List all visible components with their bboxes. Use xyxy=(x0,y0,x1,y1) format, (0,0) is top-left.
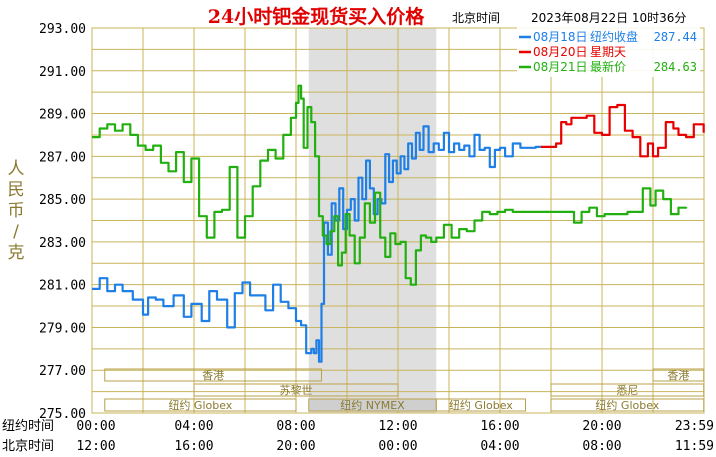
x-tick-label: 08:00 xyxy=(582,439,621,454)
y-label-char: 币 xyxy=(8,201,25,221)
y-tick-label: 287.00 xyxy=(39,150,86,165)
y-tick-label: 289.00 xyxy=(39,108,86,123)
x-tick-labels: 纽约时间 00:00 04:00 08:00 12:00 16:00 20:00 23:59 北… xyxy=(2,419,714,454)
session-bar xyxy=(550,383,705,397)
y-label-char: / xyxy=(13,222,19,242)
y-tick-label: 285.00 xyxy=(39,193,86,208)
session-bar xyxy=(435,398,526,412)
x-tick-label: 20:00 xyxy=(582,419,621,434)
legend-box xyxy=(517,27,700,77)
x-tick-label: 12:00 xyxy=(76,439,115,454)
x-tick-label: 11:59 xyxy=(675,439,714,454)
session-label: 纽约 Globex xyxy=(449,398,513,412)
x-tick-label: 23:59 xyxy=(675,419,714,434)
y-tick-label: 291.00 xyxy=(39,65,86,80)
legend-date: 08月21日 xyxy=(533,60,588,74)
x-tick-label: 16:00 xyxy=(174,439,213,454)
grid xyxy=(91,27,705,414)
x-tick-label: 08:00 xyxy=(276,419,315,434)
chart-title: 24小时钯金现货买入价格 xyxy=(208,5,425,28)
x-row-label: 纽约时间 xyxy=(2,419,54,434)
y-label-char: 克 xyxy=(8,243,25,263)
legend-text: 纽约收盘 xyxy=(590,29,638,44)
session-bar xyxy=(550,398,705,412)
legend-date: 08月20日 xyxy=(533,45,588,59)
x-tick-label: 04:00 xyxy=(174,419,213,434)
session-label: 纽约 NYMEX xyxy=(340,398,405,412)
y-tick-label: 279.00 xyxy=(39,321,86,336)
y-tick-label: 277.00 xyxy=(39,364,86,379)
session-label: 纽约 Globex xyxy=(595,398,659,412)
x-row-label: 北京时间 xyxy=(2,439,54,454)
y-tick-labels: 293.00 291.00 289.00 287.00 285.00 283.00 281.… xyxy=(39,22,86,422)
timezone-label: 北京时间 xyxy=(452,11,500,25)
session-bar xyxy=(193,383,399,397)
timestamp: 2023年08月22日 10时36分 xyxy=(531,11,686,25)
y-tick-label: 283.00 xyxy=(39,236,86,251)
y-tick-label: 293.00 xyxy=(39,22,86,37)
legend-text: 星期天 xyxy=(590,45,626,59)
legend-text: 最新价 xyxy=(590,59,626,74)
session-label: 香港 xyxy=(667,369,689,382)
series-line-2 xyxy=(540,103,705,158)
price-series xyxy=(92,84,705,363)
y-axis-label: 人民币/克 xyxy=(8,159,25,263)
y-label-char: 民 xyxy=(8,180,25,200)
x-tick-label: 04:00 xyxy=(480,439,519,454)
legend-date: 08月18日 xyxy=(533,30,588,44)
session-label: 纽约 Globex xyxy=(168,398,232,412)
y-label-char: 人 xyxy=(8,159,25,179)
series-line-3 xyxy=(92,84,688,286)
series-line-1 xyxy=(92,125,541,363)
legend-value: 287.44 xyxy=(654,30,697,44)
legend-value: 284.63 xyxy=(654,60,697,74)
x-tick-label: 12:00 xyxy=(378,419,417,434)
session-label: 苏黎世 xyxy=(280,383,313,397)
x-tick-label: 16:00 xyxy=(480,419,519,434)
session-bar xyxy=(652,368,705,382)
x-tick-label: 00:00 xyxy=(378,439,417,454)
session-label: 悉尼 xyxy=(616,384,638,397)
session-bar xyxy=(104,398,297,412)
y-tick-label: 275.00 xyxy=(39,407,86,422)
session-bar xyxy=(104,368,322,382)
y-tick-label: 281.00 xyxy=(39,279,86,294)
x-tick-label: 20:00 xyxy=(276,439,315,454)
session-label: 香港 xyxy=(202,369,224,382)
x-tick-label: 00:00 xyxy=(76,419,115,434)
